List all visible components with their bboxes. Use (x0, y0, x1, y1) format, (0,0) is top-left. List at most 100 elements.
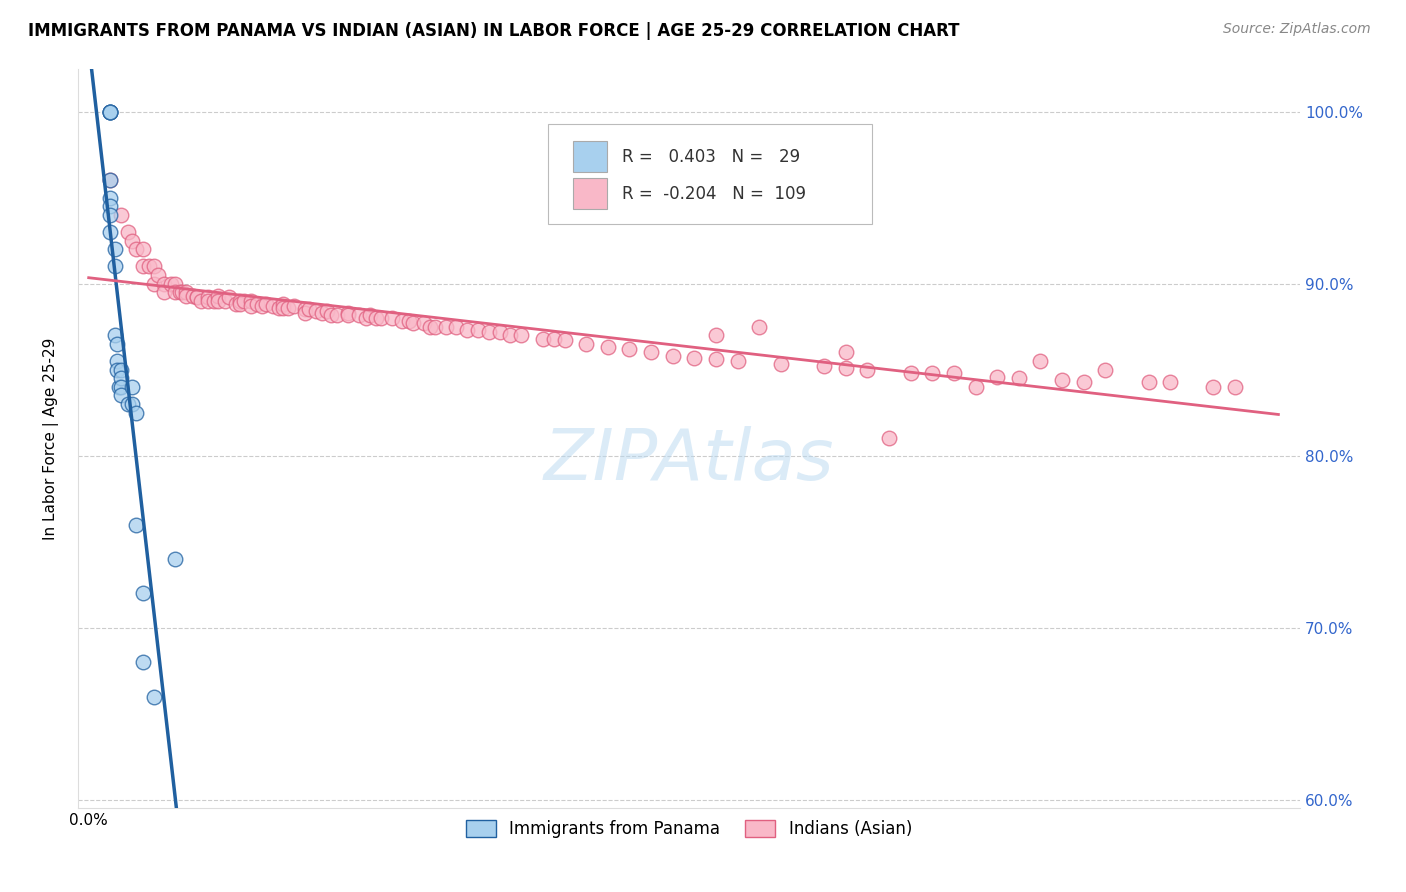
Point (1008, 371, 1031, 385)
Point (704, 328, 727, 343)
FancyBboxPatch shape (548, 124, 872, 224)
Point (202, 293, 225, 308)
Point (197, 293, 219, 308)
Point (402, 316, 425, 330)
Point (138, 260, 160, 274)
Point (105, 336, 128, 351)
Point (233, 293, 256, 308)
Point (419, 319, 441, 334)
Point (186, 290, 208, 304)
Point (132, 260, 155, 274)
Point (294, 306, 316, 320)
Point (121, 380, 143, 394)
Point (1029, 354, 1052, 368)
Point (554, 334, 576, 348)
Point (446, 319, 468, 334)
Point (1094, 362, 1116, 376)
Bar (572, 141, 607, 172)
Point (254, 297, 277, 311)
Point (315, 304, 337, 318)
Point (190, 293, 212, 308)
Point (835, 360, 858, 375)
Point (942, 366, 965, 380)
Point (153, 277, 176, 291)
Point (813, 359, 835, 374)
Point (311, 306, 333, 320)
Point (727, 354, 749, 368)
Point (110, 371, 132, 385)
Point (337, 308, 360, 322)
Point (273, 297, 295, 311)
Point (986, 369, 1008, 384)
Point (170, 285, 193, 300)
Point (543, 332, 565, 346)
Point (305, 304, 328, 318)
Point (1202, 380, 1225, 394)
Point (337, 306, 360, 320)
Point (197, 290, 219, 304)
Point (225, 297, 247, 311)
Bar (572, 178, 607, 209)
Point (250, 299, 273, 313)
Point (856, 362, 879, 376)
Point (105, 362, 128, 376)
Point (165, 285, 187, 300)
Point (835, 345, 858, 359)
Point (229, 297, 252, 311)
Point (456, 323, 478, 337)
Point (391, 314, 413, 328)
Point (142, 260, 165, 274)
Point (125, 517, 148, 532)
Text: Source: ZipAtlas.com: Source: ZipAtlas.com (1223, 22, 1371, 37)
Text: ZIPAtlas: ZIPAtlas (544, 426, 834, 495)
Point (398, 314, 420, 328)
Text: R =   0.403   N =   29: R = 0.403 N = 29 (621, 147, 800, 166)
Point (105, 354, 128, 368)
Point (132, 655, 155, 669)
Point (98, 208, 121, 222)
Point (165, 277, 187, 291)
Legend: Immigrants from Panama, Indians (Asian): Immigrants from Panama, Indians (Asian) (460, 813, 918, 845)
Point (640, 345, 662, 359)
Point (965, 380, 987, 394)
Point (319, 308, 342, 322)
Point (121, 234, 143, 248)
Point (153, 285, 176, 300)
Point (110, 388, 132, 402)
Point (142, 277, 165, 291)
Point (239, 299, 262, 313)
Point (98, 104, 121, 119)
Point (110, 362, 132, 376)
Text: IMMIGRANTS FROM PANAMA VS INDIAN (ASIAN) IN LABOR FORCE | AGE 25-29 CORRELATION : IMMIGRANTS FROM PANAMA VS INDIAN (ASIAN)… (28, 22, 960, 40)
Point (366, 311, 388, 326)
Point (478, 325, 501, 339)
Point (117, 225, 139, 239)
Point (108, 380, 131, 394)
Point (169, 285, 191, 300)
Point (165, 552, 187, 566)
Point (218, 290, 240, 304)
Point (488, 325, 510, 339)
Point (110, 380, 132, 394)
Point (132, 586, 155, 600)
Point (104, 328, 127, 343)
Point (98, 173, 121, 187)
Point (413, 316, 436, 330)
Point (467, 323, 489, 337)
Y-axis label: In Labor Force | Age 25-29: In Labor Force | Age 25-29 (44, 337, 59, 540)
Point (294, 302, 316, 317)
Point (125, 406, 148, 420)
Point (298, 302, 321, 317)
Point (283, 299, 305, 313)
Text: R =  -0.204   N =  109: R = -0.204 N = 109 (621, 185, 806, 202)
Point (132, 242, 155, 256)
Point (326, 308, 349, 322)
Point (110, 208, 132, 222)
Point (704, 352, 727, 367)
Point (98, 199, 121, 213)
Point (900, 366, 922, 380)
Point (117, 397, 139, 411)
Point (1137, 375, 1160, 389)
Point (531, 332, 554, 346)
Point (434, 319, 457, 334)
